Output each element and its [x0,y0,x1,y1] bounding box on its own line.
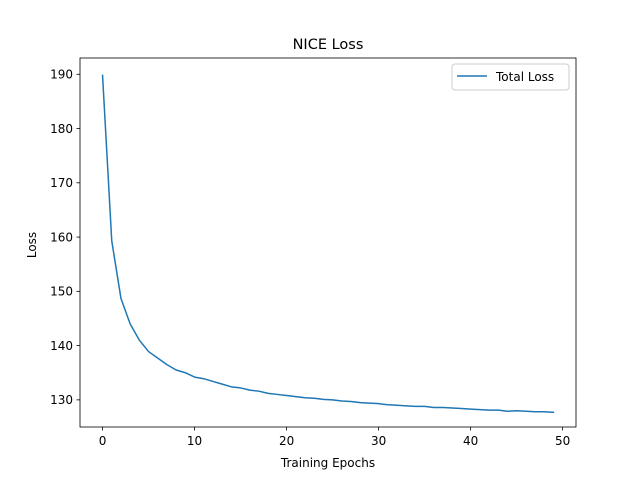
x-tick-label: 40 [463,434,478,448]
x-axis-label: Training Epochs [280,456,375,470]
legend-frame [451,63,570,91]
x-tick-label: 20 [279,434,294,448]
y-tick-label: 160 [50,230,73,244]
y-tick-label: 190 [50,68,73,82]
y-tick-label: 170 [50,176,73,190]
x-tick-label: 30 [371,434,386,448]
axes-frame [79,57,577,428]
axes: 0 10 20 30 40 50 130 140 150 160 170 180 190 [50,57,577,448]
plot-area [101,74,555,414]
y-tick-label: 130 [50,393,73,407]
legend: Total Loss [451,63,570,91]
y-tick-label: 140 [50,339,73,353]
legend-label-total-loss: Total Loss [495,70,554,84]
x-tick-label: 50 [555,434,570,448]
x-tick-label: 0 [99,434,107,448]
y-axis-label: Loss [25,232,39,258]
y-tick-label: 150 [50,285,73,299]
x-tick-label: 10 [187,434,202,448]
y-tick-label: 180 [50,122,73,136]
series-line-0 [101,74,555,414]
chart-title: NICE Loss [293,37,364,53]
